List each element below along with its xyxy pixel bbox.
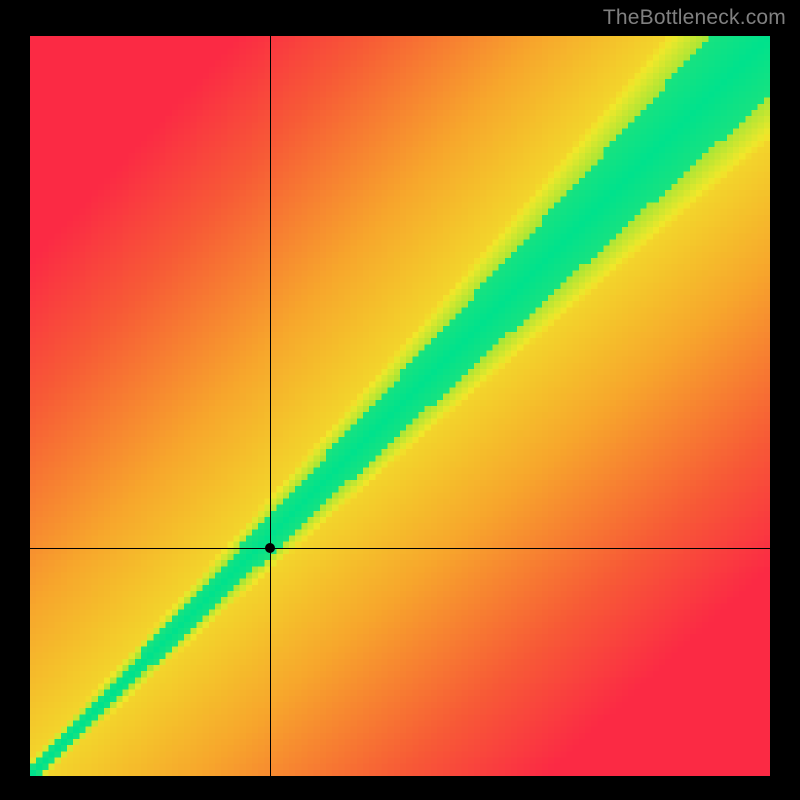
watermark-text: TheBottleneck.com xyxy=(603,6,786,30)
heatmap-plot xyxy=(30,36,770,776)
crosshair-vertical xyxy=(270,36,271,776)
heatmap-canvas xyxy=(30,36,770,776)
crosshair-horizontal xyxy=(30,548,770,549)
marker-dot xyxy=(265,543,275,553)
